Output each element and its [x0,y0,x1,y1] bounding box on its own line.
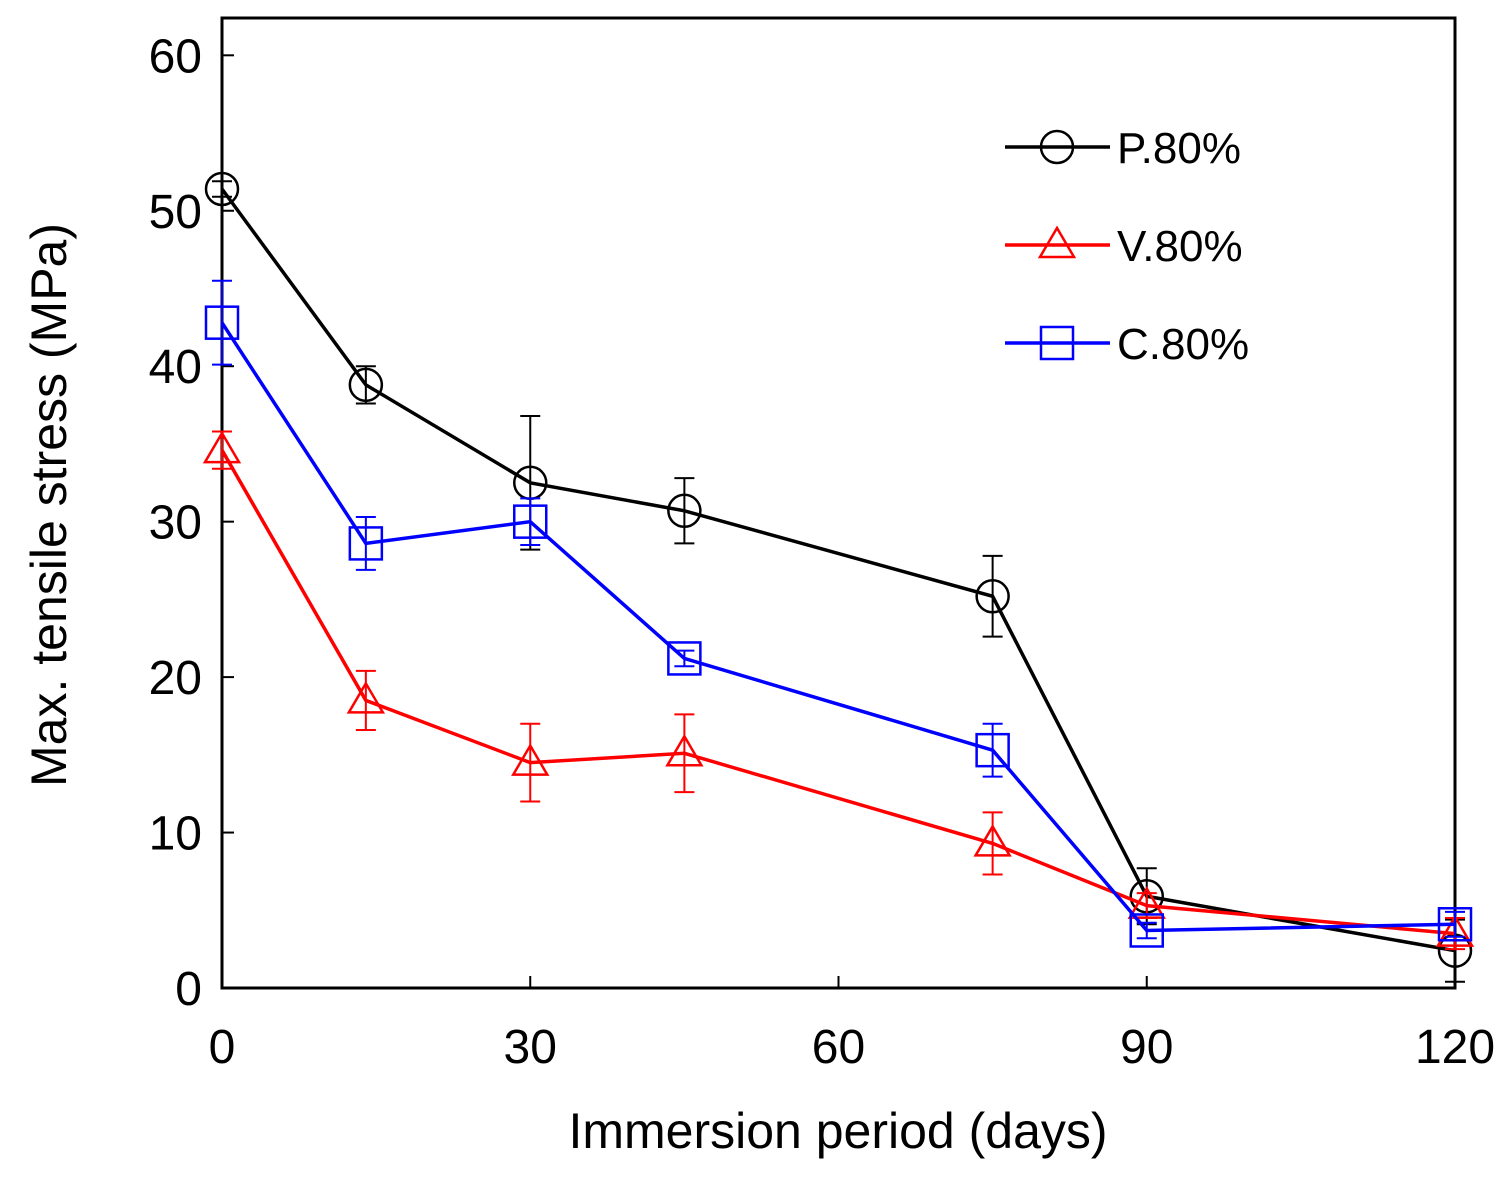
circle-marker [667,493,702,529]
series-line [220,187,1456,953]
circle-marker [348,367,384,403]
y-tick-label: 60 [149,30,202,83]
y-tick-label: 10 [149,808,202,861]
legend-label: P.80% [1117,124,1241,173]
circle-marker [204,171,240,207]
x-tick-label: 90 [1120,1021,1173,1074]
legend-label: V.80% [1117,222,1243,271]
x-tick-label: 30 [504,1021,557,1074]
series-V.80% [202,430,1475,951]
legend: P.80% V.80% C.80% [1005,124,1249,369]
plot-area [202,171,1475,983]
plot-frame [220,16,1457,990]
square-marker [975,732,1010,768]
triangle-marker [346,680,386,714]
series-C.80% [204,279,1473,948]
x-axis-label: Immersion period (days) [568,1103,1107,1159]
series-line [220,449,1456,936]
triangle-marker [665,733,704,767]
triangle-marker [202,430,242,464]
y-tick-label: 30 [149,497,202,550]
square-marker [204,305,240,340]
series-line [220,321,1456,933]
triangle-marker [1037,225,1077,259]
square-marker [667,641,702,676]
triangle-marker [511,743,550,776]
square-marker [348,526,384,561]
y-tick-label: 0 [175,963,202,1016]
y-tick-label: 50 [149,186,202,239]
x-tick-label: 60 [812,1021,865,1074]
triangle-marker [1435,914,1475,947]
square-marker [1129,913,1164,948]
square-marker [1039,325,1075,361]
square-marker [513,504,548,539]
triangle-marker [973,823,1012,857]
x-tick-label: 0 [209,1021,236,1074]
x-tick-label: 120 [1415,1021,1495,1074]
y-tick-label: 40 [149,341,202,394]
y-axis-label: Max. tensile stress (MPa) [21,223,77,787]
axes: 0 10 20 30 40 50 60 0 30 60 90 120 [149,16,1495,1074]
series-P.80% [204,171,1473,983]
y-tick-label: 20 [149,652,202,705]
triangle-marker [1127,886,1166,919]
circle-marker [975,579,1010,614]
legend-label: C.80% [1117,320,1249,369]
square-marker [1437,907,1473,942]
circle-marker [1039,129,1075,165]
